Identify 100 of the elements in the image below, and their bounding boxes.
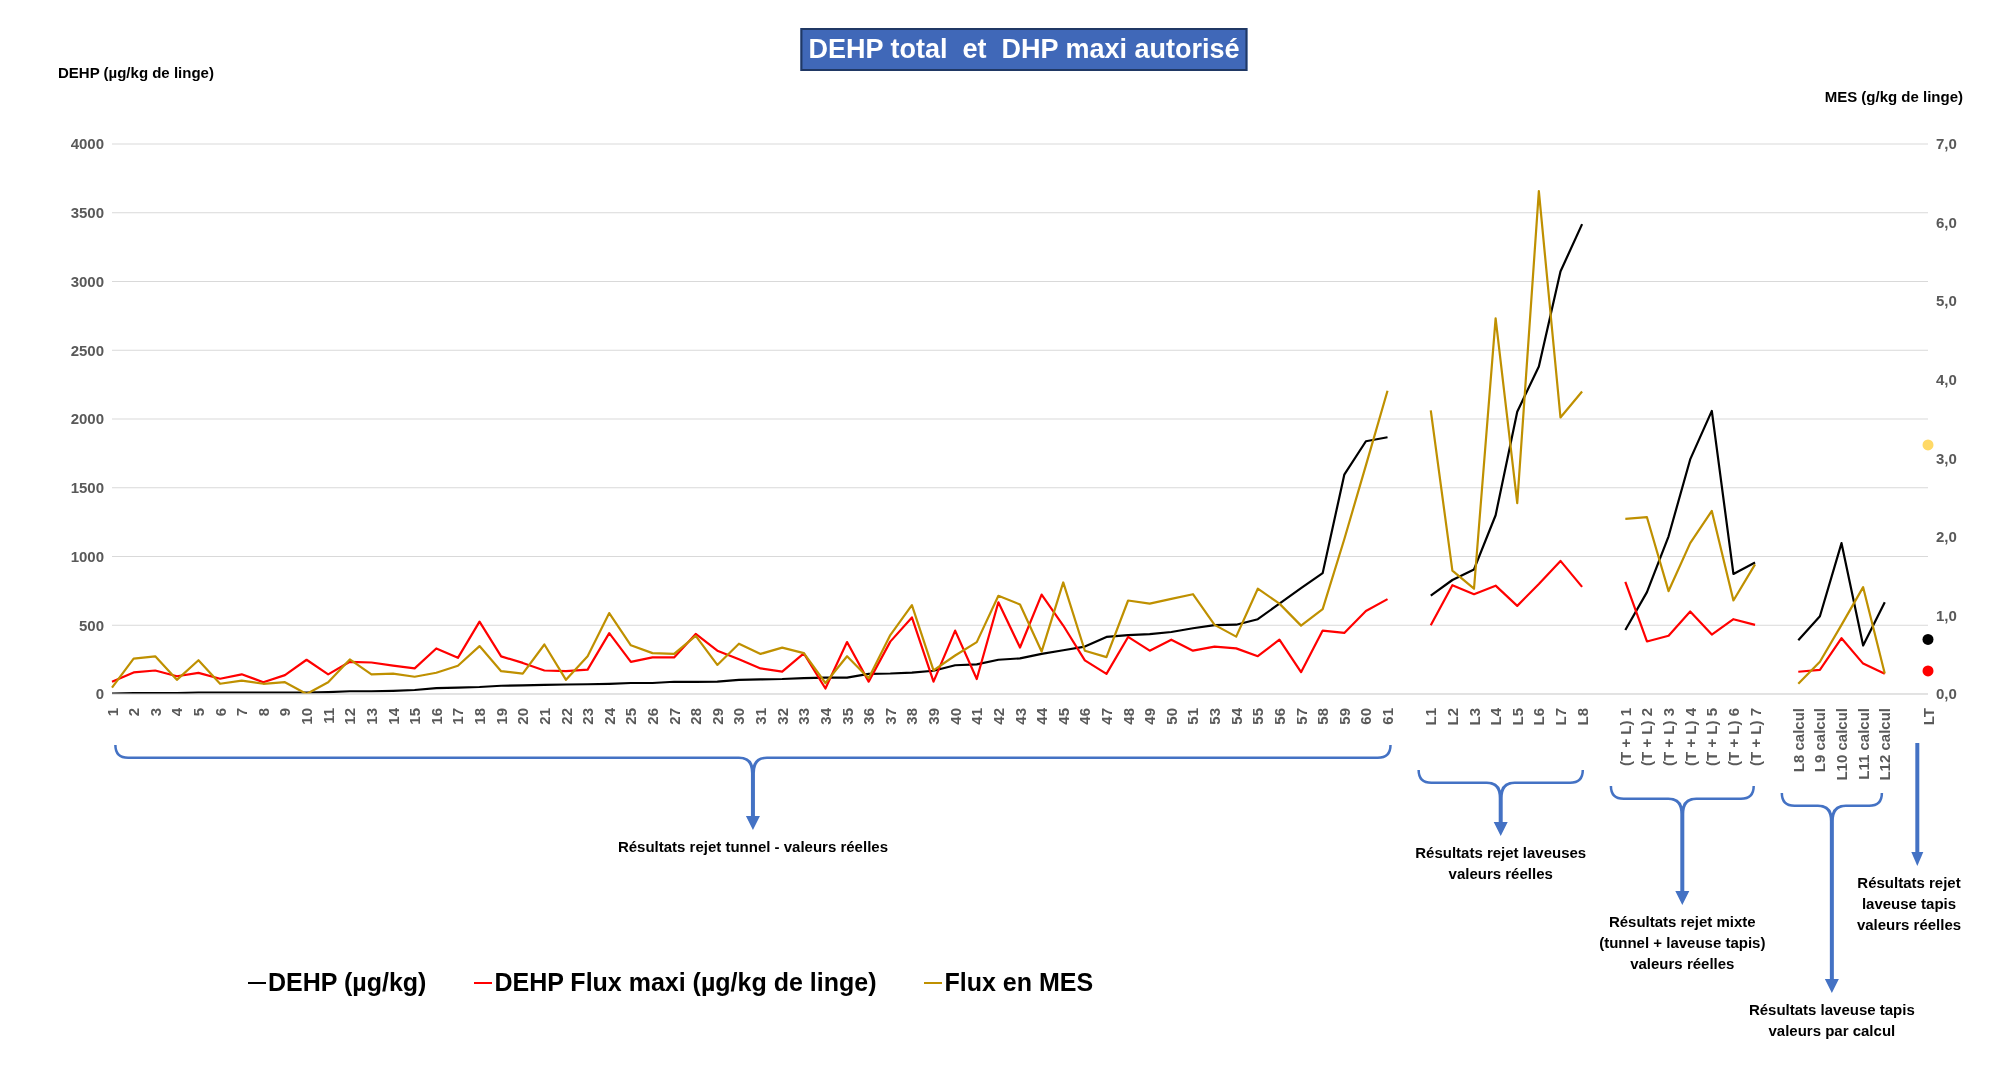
y2-tick-label: 7,0 (1936, 135, 1957, 153)
text: Résultats rejet laveuse tapis valeurs réelles (1855, 873, 1963, 935)
x-tick-label: 55 (1249, 708, 1267, 725)
y-tick-label: 500 (78, 616, 104, 634)
x-tick-label: 17 (449, 708, 467, 725)
x-tick-label: 12 (341, 708, 359, 725)
x-tick-label: L11 calcul (1854, 708, 1872, 780)
y-tick-label: 1500 (70, 479, 104, 497)
legend-label: DEHP (µg/kg) (268, 968, 427, 997)
x-tick-label: 51 (1184, 708, 1202, 725)
x-tick-label: 41 (968, 708, 986, 725)
x-tick-label: L8 (1573, 708, 1591, 726)
x-tick-label: 58 (1314, 708, 1332, 725)
x-tick-label: 33 (795, 708, 813, 725)
x-tick-label: 43 (1011, 708, 1029, 725)
x-tick-label: 48 (1119, 708, 1137, 725)
x-tick-label: 14 (384, 707, 402, 725)
x-tick-label: 57 (1292, 708, 1310, 725)
x-tick-label: 35 (838, 708, 856, 725)
x-tick-label: 13 (362, 708, 380, 725)
chart-title: DEHP total et DHP maxi autorisé (800, 28, 1248, 71)
x-tick-label: (T + L) 1 (1616, 708, 1634, 766)
y2-tick-label: 3,0 (1936, 449, 1957, 467)
x-tick-label: 27 (665, 708, 683, 725)
x-tick-label: (T + L) 2 (1638, 708, 1656, 766)
x-tick-label: 46 (1076, 708, 1094, 725)
x-tick-label: 18 (471, 708, 489, 725)
x-tick-label: 40 (946, 708, 964, 725)
x-tick-label: L12 calcul (1876, 708, 1894, 781)
x-tick-label: L3 (1465, 708, 1483, 726)
text: Résultats laveuse tapis valeurs par calcul (1747, 1000, 1916, 1041)
x-tick-label: 39 (925, 708, 943, 725)
x-tick-label: 6 (211, 708, 229, 717)
x-tick-label: 20 (514, 708, 532, 725)
x-tick-label: (T + L) 3 (1660, 708, 1678, 766)
x-tick-label: L2 (1443, 708, 1461, 726)
x-tick-label: 60 (1357, 708, 1375, 725)
y-tick-label: 4000 (70, 135, 104, 153)
x-tick-label: 2 (125, 708, 143, 717)
x-tick-label: L8 calcul (1789, 708, 1807, 773)
y2-tick-label: 6,0 (1936, 213, 1957, 231)
x-tick-label: LT (1919, 708, 1937, 726)
x-tick-label: 30 (730, 708, 748, 725)
y-tick-label: 2000 (70, 410, 104, 428)
x-tick-label: 53 (1206, 708, 1224, 725)
y-tick-label: 1000 (70, 547, 104, 565)
x-tick-label: L10 calcul (1833, 708, 1851, 781)
x-tick-label: 28 (687, 708, 705, 725)
x-tick-label: 31 (752, 708, 770, 725)
x-tick-label: 42 (989, 708, 1007, 725)
x-tick-label: L9 calcul (1811, 708, 1829, 773)
x-tick-label: 50 (1162, 708, 1180, 725)
y2-tick-label: 0,0 (1936, 685, 1957, 703)
y-tick-label: 3500 (70, 204, 104, 222)
x-tick-label: L6 (1530, 708, 1548, 726)
y-axis-title: DEHP (µg/kg de linge) (58, 64, 214, 81)
y-tick-label: 0 (95, 685, 104, 703)
x-tick-label: (T + L) 5 (1703, 708, 1721, 766)
y2-tick-label: 1,0 (1936, 606, 1957, 624)
text: Résultats rejet mixte (tunnel + laveuse tapis) valeurs réelles (1598, 912, 1767, 974)
x-tick-label: 36 (860, 708, 878, 725)
x-tick-label: 26 (643, 708, 661, 725)
x-tick-label: 3 (146, 708, 164, 717)
x-tick-label: 10 (298, 708, 316, 725)
x-tick-label: 24 (600, 707, 618, 725)
y2-tick-label: 4,0 (1936, 371, 1957, 389)
x-tick-label: 61 (1379, 708, 1397, 725)
x-tick-label: 49 (1141, 708, 1159, 725)
x-tick-label: 37 (881, 708, 899, 725)
x-tick-label: 9 (276, 708, 294, 717)
x-tick-label: 32 (773, 708, 791, 725)
x-tick-label: (T + L) 6 (1724, 708, 1742, 766)
y2-tick-label: 5,0 (1936, 292, 1957, 310)
x-tick-label: 44 (1033, 707, 1051, 725)
x-tick-label: 56 (1270, 708, 1288, 725)
x-tick-label: 45 (1054, 708, 1072, 725)
x-tick-label: 38 (903, 708, 921, 725)
x-tick-label: L4 (1487, 707, 1505, 726)
x-tick-label: 47 (1097, 708, 1115, 725)
y2-axis-title: MES (g/kg de linge) (1824, 88, 1963, 105)
legend-label: Flux en MES (944, 968, 1094, 997)
x-tick-label: 21 (535, 708, 553, 725)
x-tick-label: 1 (103, 708, 121, 717)
x-tick-label: 11 (319, 708, 337, 724)
x-tick-label: 23 (579, 708, 597, 725)
x-tick-label: 8 (254, 708, 272, 717)
x-tick-label: 16 (427, 708, 445, 725)
y-tick-label: 2500 (70, 341, 104, 359)
x-tick-label: 15 (406, 708, 424, 725)
x-tick-label: 5 (189, 708, 207, 717)
legend-label: DEHP Flux maxi (µg/kg de linge) (494, 968, 877, 997)
x-tick-label: 19 (492, 708, 510, 725)
text: Résultats rejet tunnel - valeurs réelles (616, 837, 889, 857)
x-tick-label: 7 (233, 708, 251, 717)
x-tick-label: 4 (168, 707, 186, 717)
x-tick-label: 59 (1335, 708, 1353, 725)
x-tick-label: L5 (1508, 708, 1526, 726)
x-tick-label: L1 (1422, 708, 1440, 726)
x-tick-label: (T + L) 7 (1746, 708, 1764, 766)
y-tick-label: 3000 (70, 272, 104, 290)
